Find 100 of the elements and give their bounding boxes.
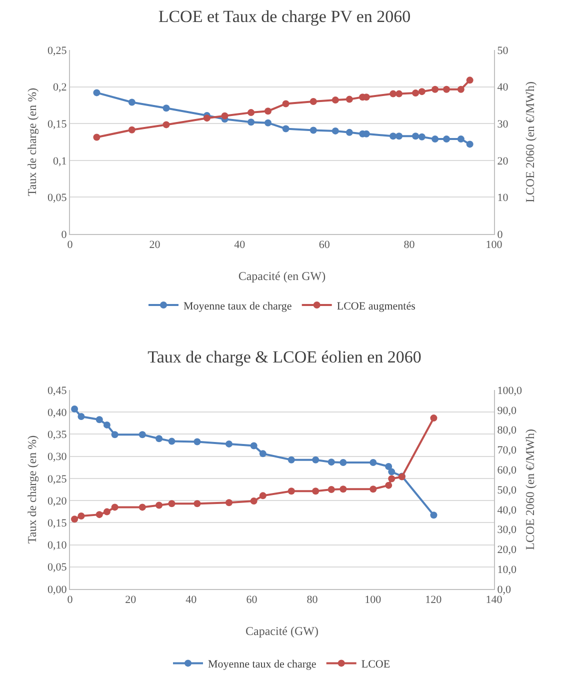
point <box>432 136 439 143</box>
y2-tick-label: 30 <box>497 118 509 130</box>
y-tick-label: 0,05 <box>48 562 68 574</box>
point <box>282 125 290 132</box>
point <box>259 492 266 500</box>
x-tick-label: 80 <box>306 594 318 606</box>
point <box>259 450 266 458</box>
y2-tick-label: 60,0 <box>497 464 517 476</box>
x-tick-label: 120 <box>425 594 442 606</box>
point <box>78 512 85 520</box>
y2-tick-label: 0 <box>497 228 504 241</box>
point <box>71 516 78 523</box>
y2-tick-label: 30,0 <box>497 524 517 536</box>
point <box>288 488 295 495</box>
point <box>310 126 317 134</box>
point <box>138 431 146 438</box>
point <box>412 90 420 97</box>
point <box>250 442 258 450</box>
y2-tick-label: 50 <box>497 44 509 57</box>
point <box>221 112 228 120</box>
y2-tick-label: 50,0 <box>497 484 517 496</box>
chart-title: Taux de charge & LCOE éolien en 2060 <box>148 347 422 366</box>
x-tick-label: 80 <box>404 239 416 252</box>
point <box>248 109 255 116</box>
point <box>430 512 438 519</box>
point <box>162 104 170 112</box>
point <box>282 100 290 108</box>
y2-tick-label: 0,0 <box>497 584 512 596</box>
y2-tick-label: 20,0 <box>497 544 517 556</box>
y2-tick-label: 70,0 <box>497 444 517 457</box>
point <box>168 438 176 445</box>
point <box>390 132 397 140</box>
point <box>388 468 396 476</box>
y-tick-label: 0,30 <box>48 451 68 464</box>
point <box>288 456 295 464</box>
point <box>71 406 78 413</box>
y2-tick-label: 90,0 <box>497 404 517 417</box>
point <box>168 500 176 508</box>
point <box>370 459 377 466</box>
point <box>96 511 103 518</box>
x-tick-label: 100 <box>486 239 503 252</box>
point <box>128 126 136 134</box>
point <box>443 86 450 93</box>
point <box>103 508 110 516</box>
point <box>264 108 272 115</box>
point <box>385 482 392 489</box>
point <box>264 119 272 126</box>
point <box>128 98 136 106</box>
y-tick-label: 0,20 <box>48 495 68 508</box>
y2-axis-title: LCOE 2060 (en €/MWh) <box>523 82 537 202</box>
x-axis-title: Capacité (GW) <box>246 624 318 638</box>
point <box>226 440 232 448</box>
point <box>443 136 450 143</box>
point <box>430 414 438 422</box>
point <box>340 486 347 493</box>
point <box>250 498 258 505</box>
point <box>390 90 397 98</box>
x-tick-label: 100 <box>364 594 382 606</box>
point <box>156 502 163 509</box>
y2-tick-label: 10 <box>497 192 509 204</box>
point <box>156 435 163 442</box>
point <box>346 96 353 103</box>
y-tick-label: 0,15 <box>48 118 68 130</box>
point <box>457 86 464 93</box>
x-tick-label: 20 <box>125 594 137 606</box>
point <box>203 114 210 122</box>
point <box>103 421 110 428</box>
x-tick-label: 60 <box>246 594 258 606</box>
point <box>312 456 320 464</box>
point <box>385 463 392 470</box>
point <box>396 132 403 140</box>
point <box>418 133 426 140</box>
point <box>162 121 170 128</box>
point <box>388 475 396 482</box>
x-tick-label: 20 <box>149 239 161 252</box>
point <box>111 431 118 438</box>
y-tick-label: 0,25 <box>48 473 68 486</box>
point <box>332 127 339 134</box>
x-axis-title: Capacité (en GW) <box>238 269 326 283</box>
point <box>93 134 100 141</box>
y-tick-label: 0 <box>61 228 68 241</box>
y2-tick-label: 10,0 <box>497 564 517 576</box>
y-tick-label: 0,1 <box>53 155 67 168</box>
y-tick-label: 0,35 <box>48 429 68 442</box>
point <box>346 128 353 136</box>
point <box>340 459 347 466</box>
y2-axis-title: LCOE 2060 (en €/MWh) <box>523 429 537 550</box>
point <box>370 486 377 493</box>
point <box>111 504 118 511</box>
point <box>194 438 201 446</box>
chart-title: LCOE et Taux de charge PV en 2060 <box>158 6 411 26</box>
point <box>332 96 339 104</box>
point <box>96 416 103 424</box>
point <box>248 118 255 126</box>
point <box>93 89 100 96</box>
y-tick-label: 0,00 <box>48 584 68 596</box>
point <box>78 413 85 420</box>
point <box>194 500 201 508</box>
legend-label: LCOE augmentés <box>336 300 416 312</box>
point <box>466 76 474 84</box>
